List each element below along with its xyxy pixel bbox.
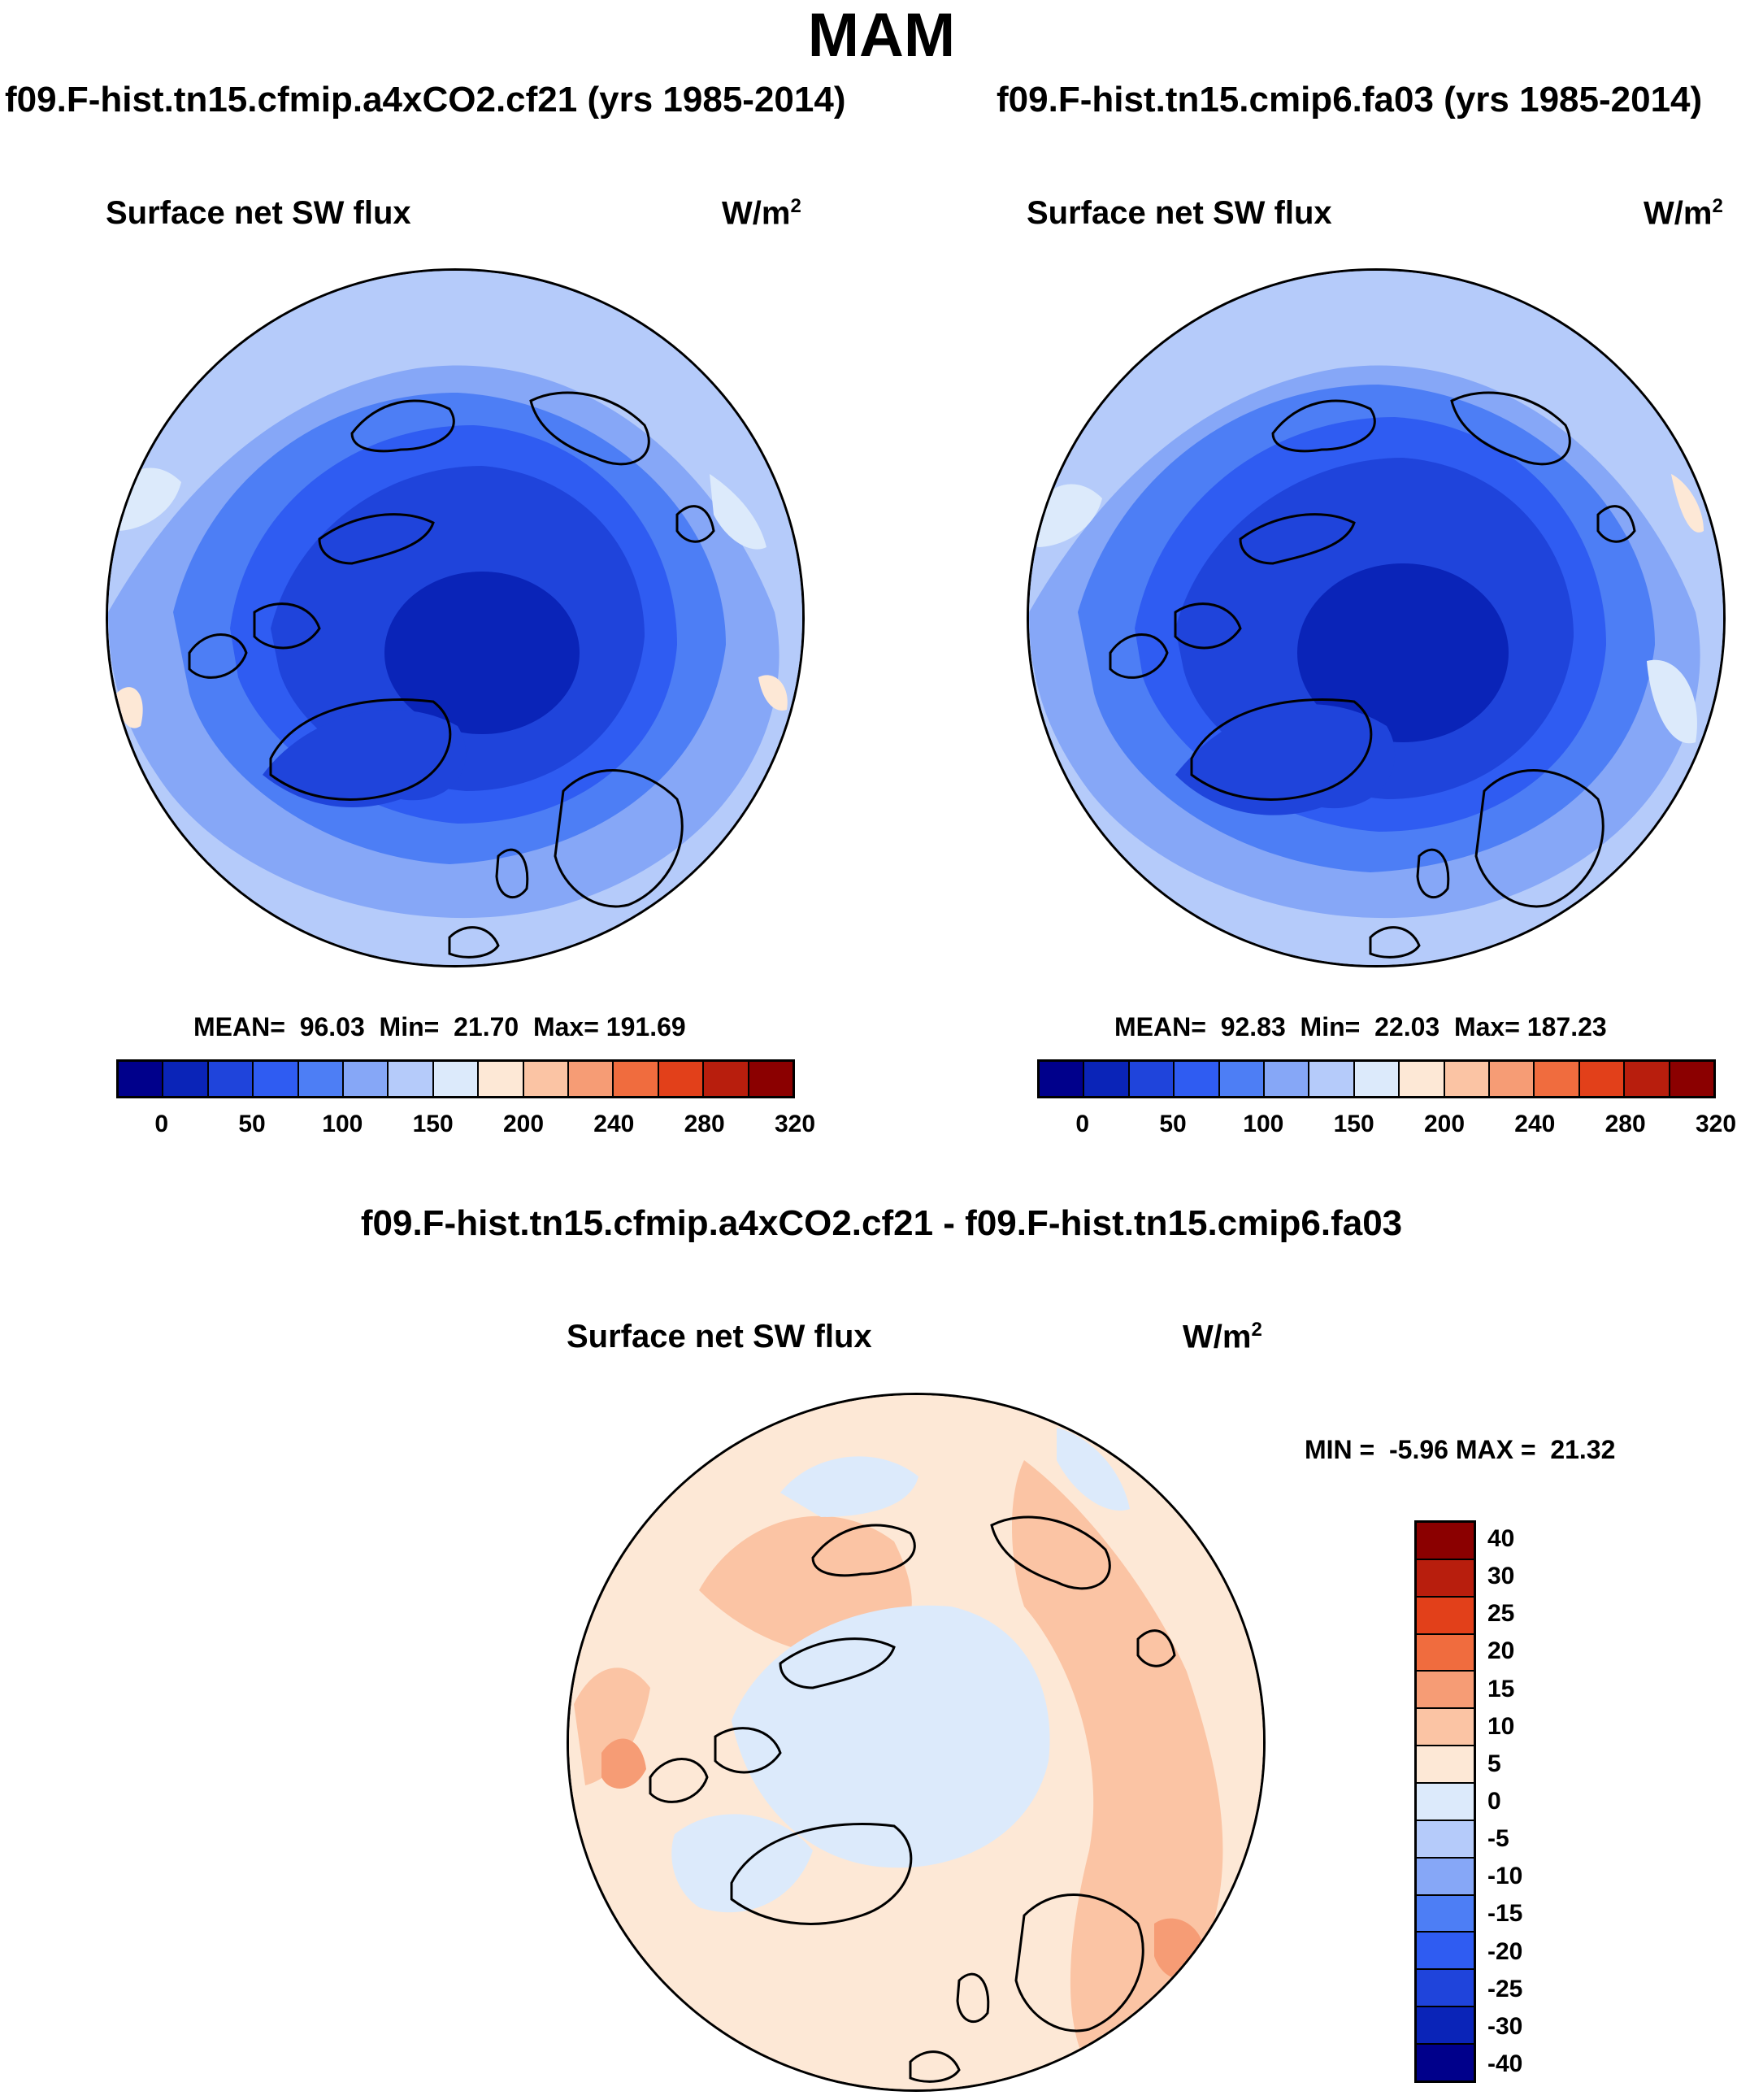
panel1-colorbar-swatch — [704, 1062, 749, 1096]
panel1-colorbar-tick-label: 320 — [774, 1111, 816, 1137]
panel3-colorbar-tick-label: 40 — [1487, 1525, 1515, 1553]
panel2-colorbar-labels: 0 50 100 150 200 240 280 320 — [1037, 1111, 1736, 1143]
panel2-colorbar-swatch — [1265, 1062, 1310, 1096]
panel3-colorbar-tick-label: 10 — [1487, 1712, 1515, 1740]
panel1-colorbar — [116, 1059, 795, 1098]
panel1-colorbar-swatch — [479, 1062, 524, 1096]
panel3-colorbar-tick-label: -10 — [1487, 1863, 1523, 1890]
panel2-colorbar-swatch — [1040, 1062, 1085, 1096]
panel3-colorbar-tick-label: -30 — [1487, 2012, 1523, 2040]
panel3-colorbar-tick-label: 0 — [1487, 1788, 1501, 1815]
panel2-colorbar-swatch — [1625, 1062, 1670, 1096]
panel2-colorbar-swatch — [1219, 1062, 1266, 1096]
panel2-colorbar-tick-label: 320 — [1695, 1111, 1737, 1137]
panel2-colorbar-swatch — [1579, 1062, 1626, 1096]
panel3-colorbar-tick-label: -20 — [1487, 1937, 1523, 1965]
panel1-polar-map — [106, 268, 805, 967]
panel2-colorbar-tick-label: 200 — [1423, 1111, 1466, 1137]
panel3-colorbar-tick-label: 25 — [1487, 1600, 1515, 1628]
panel1-colorbar-swatch — [298, 1062, 345, 1096]
panel3-colorbar-swatch — [1417, 1970, 1474, 2008]
panel1-colorbar-swatch — [208, 1062, 254, 1096]
panel1-colorbar-tick-label: 240 — [593, 1111, 635, 1137]
panel1-colorbar-tick-label: 50 — [238, 1111, 266, 1137]
panel2-polar-map — [1027, 268, 1726, 967]
panel1-case-title: f09.F-hist.tn15.cfmip.a4xCO2.cf21 (yrs 1… — [5, 80, 846, 120]
panel3-stats: MIN = -5.96 MAX = 21.32 — [1305, 1435, 1616, 1464]
panel1-colorbar-swatch — [749, 1062, 793, 1096]
panel3-units: W/m2 — [1183, 1319, 1262, 1355]
panel3-colorbar-swatch — [1417, 1895, 1474, 1933]
panel3-colorbar-tick-label: -15 — [1487, 1900, 1523, 1928]
panel1-colorbar-tick-label: 0 — [154, 1111, 168, 1137]
panel1-colorbar-swatch — [658, 1062, 705, 1096]
panel1-colorbar-tick-label: 150 — [412, 1111, 454, 1137]
panel3-colorbar-swatch — [1417, 2045, 1474, 2080]
panel3-colorbar-swatch — [1417, 2007, 1474, 2046]
panel1-colorbar-swatch — [614, 1062, 659, 1096]
panel3-colorbar-swatch — [1417, 1597, 1474, 1635]
panel2-colorbar — [1037, 1059, 1716, 1098]
panel3-colorbar-tick-label: -5 — [1487, 1825, 1509, 1853]
panel2-case-title: f09.F-hist.tn15.cmip6.fa03 (yrs 1985-201… — [997, 80, 1703, 120]
panel3-colorbar-tick-label: 5 — [1487, 1750, 1501, 1777]
panel1-colorbar-swatch — [163, 1062, 209, 1096]
panel1-variable-title: Surface net SW flux — [106, 195, 411, 231]
panel3-variable-title: Surface net SW flux — [567, 1319, 872, 1354]
panel3-colorbar-labels: 40 30 25 20 15 10 5 0 -5 -10 -15 -20 -25 -30 -40 — [1487, 1520, 1569, 2083]
panel1-colorbar-tick-label: 100 — [322, 1111, 363, 1137]
panel2-colorbar-tick-label: 100 — [1243, 1111, 1284, 1137]
main-title: MAM — [807, 1, 956, 70]
panel3-colorbar-tick-label: 20 — [1487, 1637, 1515, 1665]
panel1-colorbar-swatch — [119, 1062, 164, 1096]
panel2-colorbar-swatch — [1490, 1062, 1535, 1096]
panel1-colorbar-swatch — [569, 1062, 614, 1096]
panel2-units: W/m2 — [1644, 195, 1723, 232]
panel2-colorbar-swatch — [1129, 1062, 1175, 1096]
panel2-colorbar-swatch — [1175, 1062, 1220, 1096]
panel3-colorbar-swatch — [1417, 1784, 1474, 1821]
panel2-variable-title: Surface net SW flux — [1027, 195, 1332, 231]
panel2-colorbar-tick-label: 0 — [1075, 1111, 1089, 1137]
panel3-colorbar-swatch — [1417, 1559, 1474, 1598]
panel2-colorbar-swatch — [1670, 1062, 1714, 1096]
panel2-colorbar-tick-label: 150 — [1333, 1111, 1374, 1137]
panel3-colorbar-swatch — [1417, 1858, 1474, 1896]
panel1-colorbar-swatch — [254, 1062, 299, 1096]
panel1-colorbar-swatch — [433, 1062, 480, 1096]
panel3-colorbar-swatch — [1417, 1933, 1474, 1971]
panel2-colorbar-tick-label: 240 — [1514, 1111, 1556, 1137]
panel1-colorbar-swatch — [523, 1062, 570, 1096]
panel3-colorbar-tick-label: -25 — [1487, 1975, 1523, 2002]
panel3-colorbar-swatch — [1417, 1746, 1474, 1785]
panel3-case-title: f09.F-hist.tn15.cfmip.a4xCO2.cf21 - f09.… — [360, 1203, 1403, 1243]
panel2-colorbar-swatch — [1084, 1062, 1130, 1096]
panel2-colorbar-swatch — [1354, 1062, 1400, 1096]
panel2-colorbar-swatch — [1309, 1062, 1355, 1096]
panel2-colorbar-tick-label: 280 — [1605, 1111, 1646, 1137]
panel3-colorbar-swatch — [1417, 1634, 1474, 1672]
panel3-colorbar-swatch — [1417, 1709, 1474, 1747]
panel3-colorbar — [1414, 1520, 1476, 2083]
panel1-units: W/m2 — [722, 195, 801, 232]
panel1-colorbar-tick-label: 280 — [684, 1111, 725, 1137]
panel1-colorbar-labels: 0 50 100 150 200 240 280 320 — [116, 1111, 815, 1143]
panel1-colorbar-swatch — [344, 1062, 389, 1096]
panel3-colorbar-tick-label: 30 — [1487, 1563, 1515, 1590]
panel1-colorbar-tick-label: 200 — [502, 1111, 545, 1137]
panel3-colorbar-tick-label: -40 — [1487, 2050, 1523, 2077]
panel1-colorbar-swatch — [389, 1062, 434, 1096]
panel1-stats: MEAN= 96.03 Min= 21.70 Max= 191.69 — [193, 1012, 686, 1041]
panel3-polar-map — [567, 1393, 1266, 2092]
panel2-colorbar-swatch — [1535, 1062, 1580, 1096]
panel2-colorbar-swatch — [1444, 1062, 1491, 1096]
panel2-colorbar-swatch — [1400, 1062, 1445, 1096]
panel2-stats: MEAN= 92.83 Min= 22.03 Max= 187.23 — [1114, 1012, 1607, 1041]
panel3-colorbar-tick-label: 15 — [1487, 1675, 1515, 1702]
panel3-colorbar-swatch — [1417, 1672, 1474, 1710]
panel2-colorbar-tick-label: 50 — [1159, 1111, 1187, 1137]
panel3-colorbar-swatch — [1417, 1523, 1474, 1560]
panel3-colorbar-swatch — [1417, 1820, 1474, 1859]
